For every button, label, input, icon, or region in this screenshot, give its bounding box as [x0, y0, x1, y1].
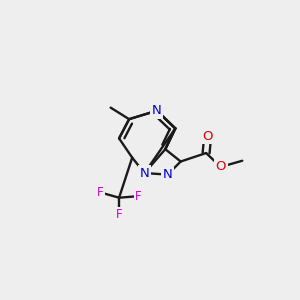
Text: N: N: [152, 104, 162, 117]
Text: N: N: [163, 168, 172, 181]
Text: N: N: [140, 167, 149, 180]
Text: O: O: [202, 130, 213, 142]
Text: F: F: [116, 208, 122, 221]
Text: O: O: [215, 160, 226, 173]
Text: F: F: [135, 190, 142, 203]
Text: F: F: [97, 186, 103, 199]
